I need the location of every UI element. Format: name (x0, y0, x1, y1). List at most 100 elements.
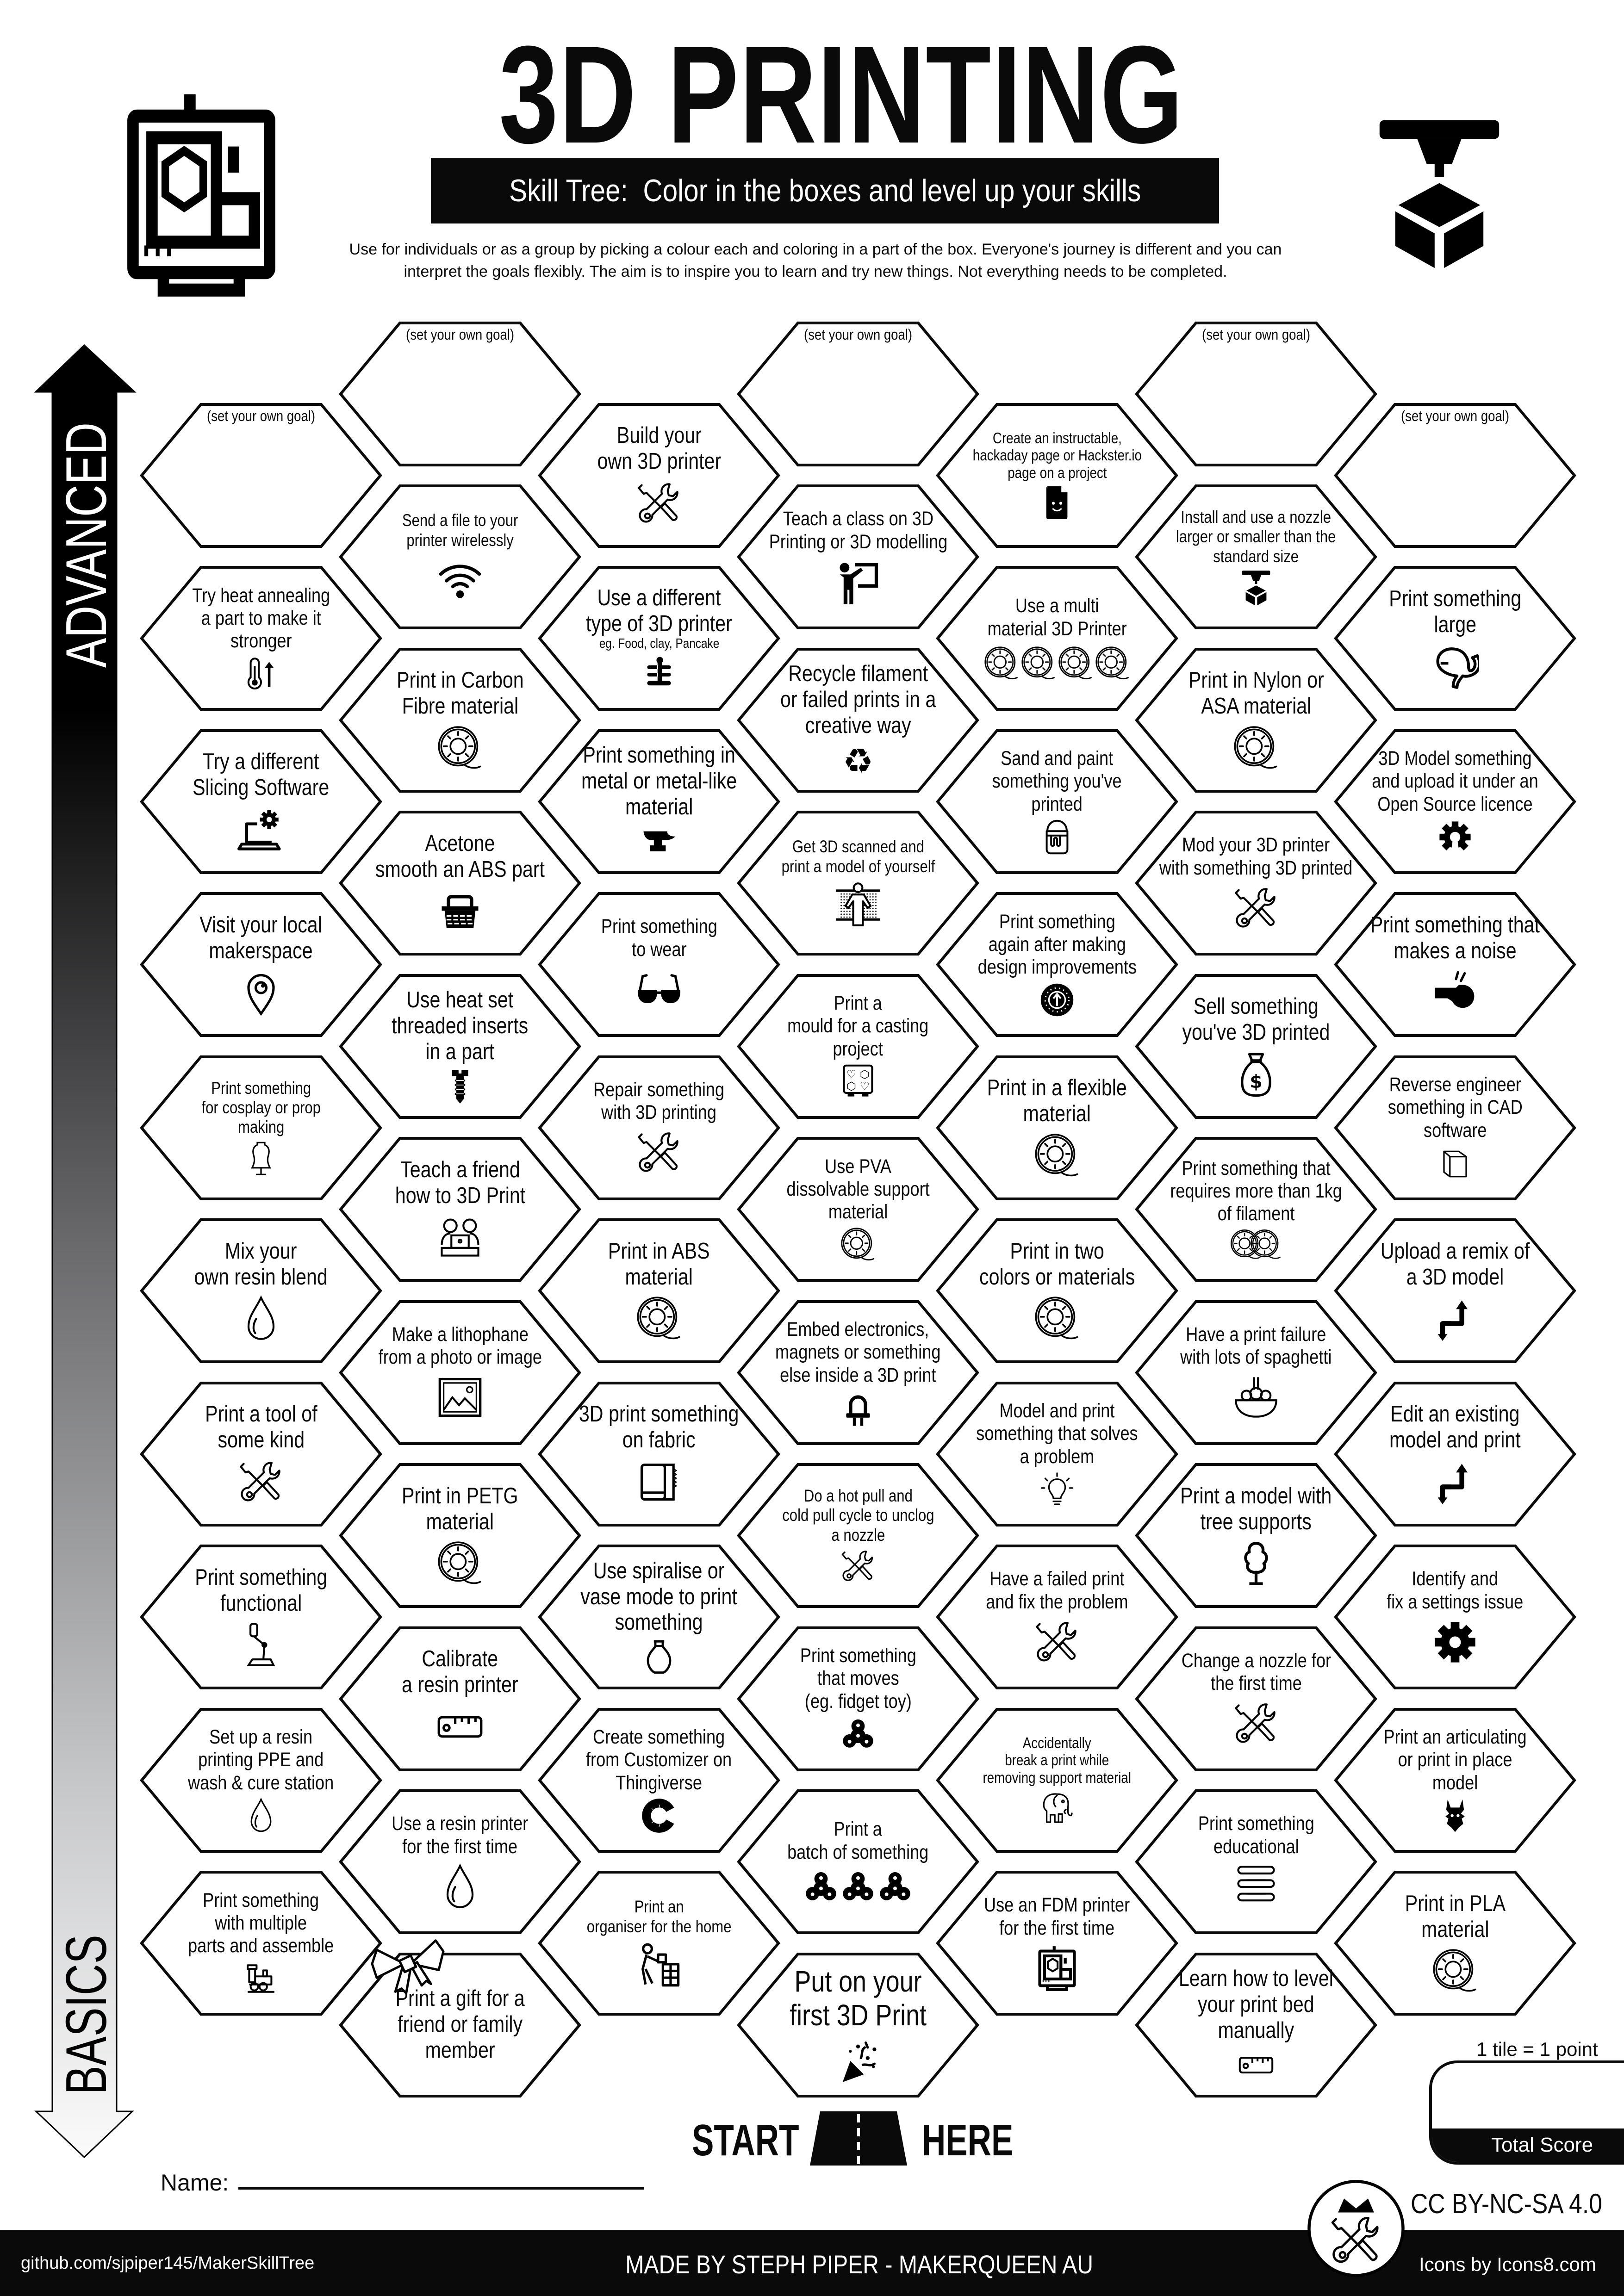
skill-tile[interactable]: Accidentally break a print while removin… (936, 1707, 1178, 1853)
skill-tile[interactable]: Try a different Slicing Software (140, 729, 382, 874)
skill-tile[interactable]: Print in two colors or materials (936, 1218, 1178, 1363)
skill-tile[interactable]: Calibrate a resin printer (339, 1626, 581, 1771)
skill-tile[interactable]: Print in a flexible material (936, 1055, 1178, 1200)
ruler-icon (436, 1703, 484, 1751)
mould-icon (840, 1063, 877, 1100)
skill-tile[interactable]: Model and print something that solves a … (936, 1381, 1178, 1527)
skill-tile[interactable]: Print something that moves (eg. fidget t… (737, 1626, 979, 1771)
skill-tile[interactable]: 3D print something on fabric (538, 1381, 780, 1527)
hex-outline (737, 1952, 979, 2097)
tile-content: Print something with multiple parts and … (140, 1871, 382, 2016)
skill-tile[interactable]: Make a lithophane from a photo or image (339, 1300, 581, 1445)
skill-tile[interactable]: Print in PETG material (339, 1463, 581, 1608)
skill-tile[interactable]: Identify and fix a settings issue (1334, 1545, 1576, 1689)
skill-tile[interactable]: Recycle filament or failed prints in a c… (737, 647, 979, 793)
skill-tile[interactable]: Have a failed print and fix the problem (936, 1545, 1178, 1689)
skill-tile[interactable]: Have a print failure with lots of spaghe… (1135, 1300, 1377, 1445)
icons-credit[interactable]: Icons by Icons8.com (1419, 2253, 1596, 2275)
tile-label: Print something to wear (601, 915, 717, 961)
skill-tile[interactable]: Edit an existing model and print (1334, 1381, 1576, 1527)
customizer-logo-icon (641, 1797, 678, 1834)
skill-tile[interactable]: Print a mould for a casting project (737, 974, 979, 1119)
spools-4-icon (984, 646, 1129, 679)
skill-tile[interactable]: Sand and paint something you've printed (936, 729, 1178, 874)
skill-tile[interactable]: Print something that makes a noise (1334, 892, 1576, 1037)
skill-tile[interactable]: Use an FDM printer for the first time (936, 1871, 1178, 2016)
tools-icon (237, 1458, 285, 1506)
hex-outline (737, 1463, 979, 1608)
total-score-value[interactable] (1432, 2063, 1624, 2131)
tile-label: Acetone smooth an ABS part (375, 831, 545, 882)
skill-tile[interactable]: Send a file to your printer wirelessly (339, 484, 581, 629)
hex-outline (339, 1137, 581, 1282)
skill-tile[interactable]: Install and use a nozzle larger or small… (1135, 484, 1377, 629)
skill-tile[interactable]: Embed electronics, magnets or something … (737, 1300, 979, 1445)
wifi-icon (436, 555, 484, 603)
github-link[interactable]: github.com/sjpiper145/MakerSkillTree (21, 2253, 315, 2273)
skill-tile[interactable]: Print something large (1334, 566, 1576, 711)
hex-outline (1135, 1952, 1377, 2097)
skill-tile[interactable]: Get 3D scanned and print a model of your… (737, 811, 979, 956)
skill-tile[interactable]: Print in Nylon or ASA material (1135, 647, 1377, 793)
skill-tile[interactable]: Upload a remix of a 3D model (1334, 1218, 1576, 1363)
skill-tile[interactable]: 3D Model something and upload it under a… (1334, 729, 1576, 874)
skill-tile[interactable]: Print something with multiple parts and … (140, 1871, 382, 2016)
skill-tile[interactable]: Reverse engineer something in CAD softwa… (1334, 1055, 1576, 1200)
name-field[interactable] (238, 2187, 644, 2190)
skill-tile[interactable]: Repair something with 3D printing (538, 1055, 780, 1200)
skill-tile[interactable]: Use a resin printer for the first time (339, 1789, 581, 1934)
skill-tile[interactable]: Print in PLA material (1334, 1871, 1576, 2016)
skill-tile[interactable]: Print a batch of something (737, 1789, 979, 1934)
skill-tile-custom-goal[interactable]: (set your own goal) (339, 321, 581, 466)
skill-tile[interactable]: Print in ABS material (538, 1218, 780, 1363)
skill-tile[interactable]: Mix your own resin blend (140, 1218, 382, 1363)
skill-tile[interactable]: Teach a class on 3D Printing or 3D model… (737, 484, 979, 629)
skill-tile[interactable]: Print a tool of some kind (140, 1381, 382, 1527)
skill-tile[interactable]: Build your own 3D printer (538, 403, 780, 548)
skill-tile[interactable]: Print a gift for a friend or family memb… (339, 1953, 581, 2097)
skill-tile[interactable]: Do a hot pull and cold pull cycle to unc… (737, 1463, 979, 1608)
skill-tile[interactable]: Visit your local makerspace (140, 892, 382, 1037)
tile-content: Put on your first 3D Print (737, 1953, 979, 2097)
skill-tile[interactable]: Print something that requires more than … (1135, 1137, 1377, 1282)
skill-tile[interactable]: Print an organiser for the home (538, 1871, 780, 2016)
skill-tile[interactable]: Learn how to level your print bed manual… (1135, 1952, 1377, 2097)
skill-tile[interactable]: Print in Carbon Fibre material (339, 647, 581, 793)
skill-tile[interactable]: Set up a resin printing PPE and wash & c… (140, 1707, 382, 1853)
elephant-icon (1039, 1789, 1076, 1826)
skill-level-arrow (34, 344, 137, 2159)
skill-tile[interactable]: Put on your first 3D Print (737, 1952, 979, 2097)
skill-tile[interactable]: Create an instructable, hackaday page or… (936, 403, 1178, 548)
skill-tile-custom-goal[interactable]: (set your own goal) (140, 403, 382, 548)
hex-outline (737, 1626, 979, 1771)
skill-tile-custom-goal[interactable]: (set your own goal) (737, 321, 979, 466)
skill-tile-custom-goal[interactable]: (set your own goal) (1135, 321, 1377, 466)
skill-tile[interactable]: Print something functional (140, 1545, 382, 1689)
skill-tile[interactable]: Sell something you've 3D printed (1135, 974, 1377, 1119)
skill-tile[interactable]: Use heat set threaded inserts in a part (339, 974, 581, 1119)
skill-tile[interactable]: Print something in metal or metal-like m… (538, 729, 780, 874)
skill-tile[interactable]: Teach a friend how to 3D Print (339, 1137, 581, 1282)
skill-tile[interactable]: Print something to wear (538, 892, 780, 1037)
skill-tile[interactable]: Print an articulating or print in place … (1334, 1707, 1576, 1853)
tile-label: Print something large (1389, 586, 1521, 637)
tile-label: Sell something you've 3D printed (1182, 994, 1330, 1045)
skill-tile-custom-goal[interactable]: (set your own goal) (1334, 403, 1576, 548)
skill-tile[interactable]: Print something again after making desig… (936, 892, 1178, 1037)
skill-tile[interactable]: Print something educational (1135, 1789, 1377, 1934)
skill-tile[interactable]: Use a multi material 3D Printer (936, 566, 1178, 711)
tile-label: Change a nozzle for the first time (1181, 1649, 1331, 1694)
skill-tile[interactable]: Print something for cosplay or prop maki… (140, 1055, 382, 1200)
skill-tile[interactable]: Create something from Customizer on Thin… (538, 1707, 780, 1853)
hex-outline (1334, 729, 1576, 874)
skill-tile[interactable]: Use a different type of 3D printer eg. Fo… (538, 566, 780, 711)
skill-tile[interactable]: Print a model with tree supports (1135, 1463, 1377, 1608)
skill-tile[interactable]: Try heat annealing a part to make it str… (140, 566, 382, 711)
skill-tile[interactable]: Acetone smooth an ABS part (339, 811, 581, 956)
skill-tile[interactable]: Mod your 3D printer with something 3D pr… (1135, 811, 1377, 956)
skill-tile[interactable]: Use PVA dissolvable support material (737, 1137, 979, 1282)
skill-tile[interactable]: Change a nozzle for the first time (1135, 1626, 1377, 1771)
total-score-box[interactable]: Total Score (1429, 2060, 1624, 2165)
skill-tile[interactable]: Use spiralise or vase mode to print some… (538, 1545, 780, 1689)
